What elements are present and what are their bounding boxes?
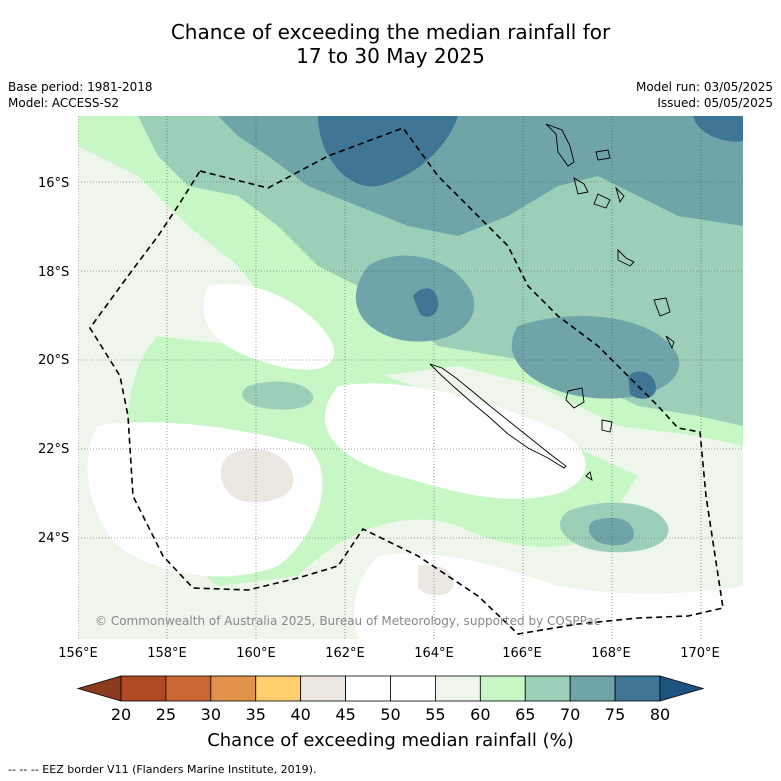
colorbar-swatch	[255, 675, 302, 702]
contour-80-central	[413, 288, 439, 317]
colorbar-title: Chance of exceeding median rainfall (%)	[207, 730, 574, 751]
lon-label-168e: 168°E	[591, 646, 631, 661]
contour-45-55-white-2	[324, 383, 586, 499]
colorbar-tick-label: 80	[649, 705, 671, 724]
lat-label-22s: 22°S	[38, 442, 70, 457]
contour-80-east	[628, 371, 656, 399]
colorbar-tick-label: 40	[290, 705, 311, 724]
issued-text: Issued: 05/05/2025	[657, 96, 773, 110]
colorbar-under-triangle	[76, 675, 122, 702]
colorbar-tick-label: 50	[380, 705, 401, 724]
colorbar-tick-label: 30	[200, 705, 222, 724]
contour-80-ne	[693, 116, 743, 142]
colorbar-tick-label: 35	[245, 705, 266, 724]
colorbar-tick-label: 20	[110, 705, 132, 724]
colorbar-tick-label: 60	[470, 705, 491, 724]
colorbar-tick-label: 45	[335, 705, 356, 724]
colorbar-tick-label: 25	[155, 705, 177, 724]
colorbar-tick-label: 65	[515, 705, 536, 724]
vanuatu-islands	[545, 123, 675, 482]
rainfall-map	[78, 116, 743, 639]
colorbar	[76, 675, 705, 702]
meta-right: Model run: 03/05/2025 Issued: 05/05/2025	[636, 79, 773, 111]
eez-border	[89, 127, 724, 635]
colorbar-swatch	[120, 675, 167, 702]
colorbar-tick-label: 70	[559, 705, 581, 724]
contour-45-55-white	[203, 284, 335, 370]
eez-footnote: -- -- -- EEZ border V11 (Flanders Marine…	[8, 763, 317, 776]
colorbar-swatch	[614, 675, 661, 702]
model-run-text: Model run: 03/05/2025	[635, 80, 773, 94]
lon-label-156e: 156°E	[58, 646, 98, 661]
contour-40-45-beige-south	[418, 564, 454, 596]
colorbar-swatch	[165, 675, 212, 702]
colorbar-swatch	[300, 675, 346, 702]
base-period-text: Base period: 1981-2018	[8, 80, 153, 94]
copyright-notice: © Commonwealth of Australia 2025, Bureau…	[95, 614, 601, 628]
lon-label-158e: 158°E	[147, 646, 187, 661]
contour-40-45-beige	[220, 448, 294, 503]
colorbar-swatch	[345, 675, 391, 702]
colorbar-swatch	[479, 675, 526, 702]
colorbar-swatch	[435, 675, 481, 702]
lat-label-24s: 24°S	[38, 531, 70, 546]
contour-70-75-mid	[242, 381, 314, 410]
lon-label-164e: 164°E	[414, 646, 454, 661]
lat-label-20s: 20°S	[38, 353, 70, 368]
lon-label-170e: 170°E	[680, 646, 720, 661]
meta-left: Base period: 1981-2018 Model: ACCESS-S2	[8, 79, 153, 111]
map-canvas	[78, 116, 743, 639]
colorbar-tick-label: 55	[425, 705, 446, 724]
colorbar-swatch	[390, 675, 436, 702]
lat-label-16s: 16°S	[38, 176, 70, 191]
colorbar-swatch	[569, 675, 616, 702]
contour-45-55-white-south	[354, 553, 743, 639]
lat-label-18s: 18°S	[38, 265, 70, 280]
lon-label-162e: 162°E	[325, 646, 365, 661]
contour-80-north	[318, 116, 458, 187]
contour-75-80-se	[588, 517, 634, 546]
colorbar-swatch	[524, 675, 571, 702]
lon-label-160e: 160°E	[236, 646, 276, 661]
colorbar-swatch	[210, 675, 257, 702]
graticule	[78, 116, 743, 639]
colorbar-over-triangle	[659, 675, 705, 702]
colorbar-tick-label: 75	[604, 705, 626, 724]
lon-label-166e: 166°E	[502, 646, 542, 661]
model-text: Model: ACCESS-S2	[8, 96, 120, 110]
map-title-line2: 17 to 30 May 2025	[296, 44, 485, 68]
map-title-line1: Chance of exceeding the median rainfall …	[170, 20, 611, 44]
new-caledonia-coastline	[429, 363, 567, 469]
